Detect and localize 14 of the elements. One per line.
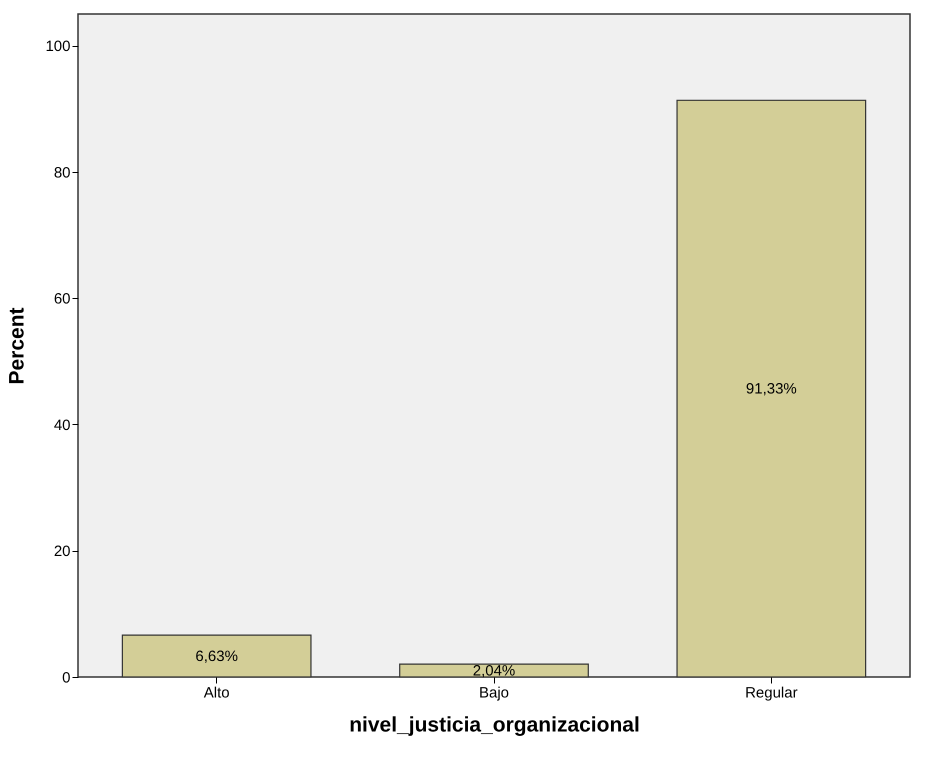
y-tick-label: 0 xyxy=(62,670,70,686)
x-tick-label: Regular xyxy=(745,684,798,702)
x-tick-label: Bajo xyxy=(478,684,510,702)
y-tick-label: 100 xyxy=(45,38,70,56)
y-axis-title: Percent xyxy=(5,307,28,385)
data-label: 6,63% xyxy=(195,648,238,666)
y-tick-label: 80 xyxy=(54,164,70,182)
x-tick-label: Alto xyxy=(204,684,230,702)
y-tick-label: 20 xyxy=(54,543,70,560)
data-label: 2,04% xyxy=(472,662,516,680)
y-tick-label: 60 xyxy=(54,290,70,308)
x-axis-title: nivel_justicia_organizacional xyxy=(349,714,640,736)
data-label: 91,33% xyxy=(746,380,797,398)
y-tick-label: 40 xyxy=(54,416,70,434)
